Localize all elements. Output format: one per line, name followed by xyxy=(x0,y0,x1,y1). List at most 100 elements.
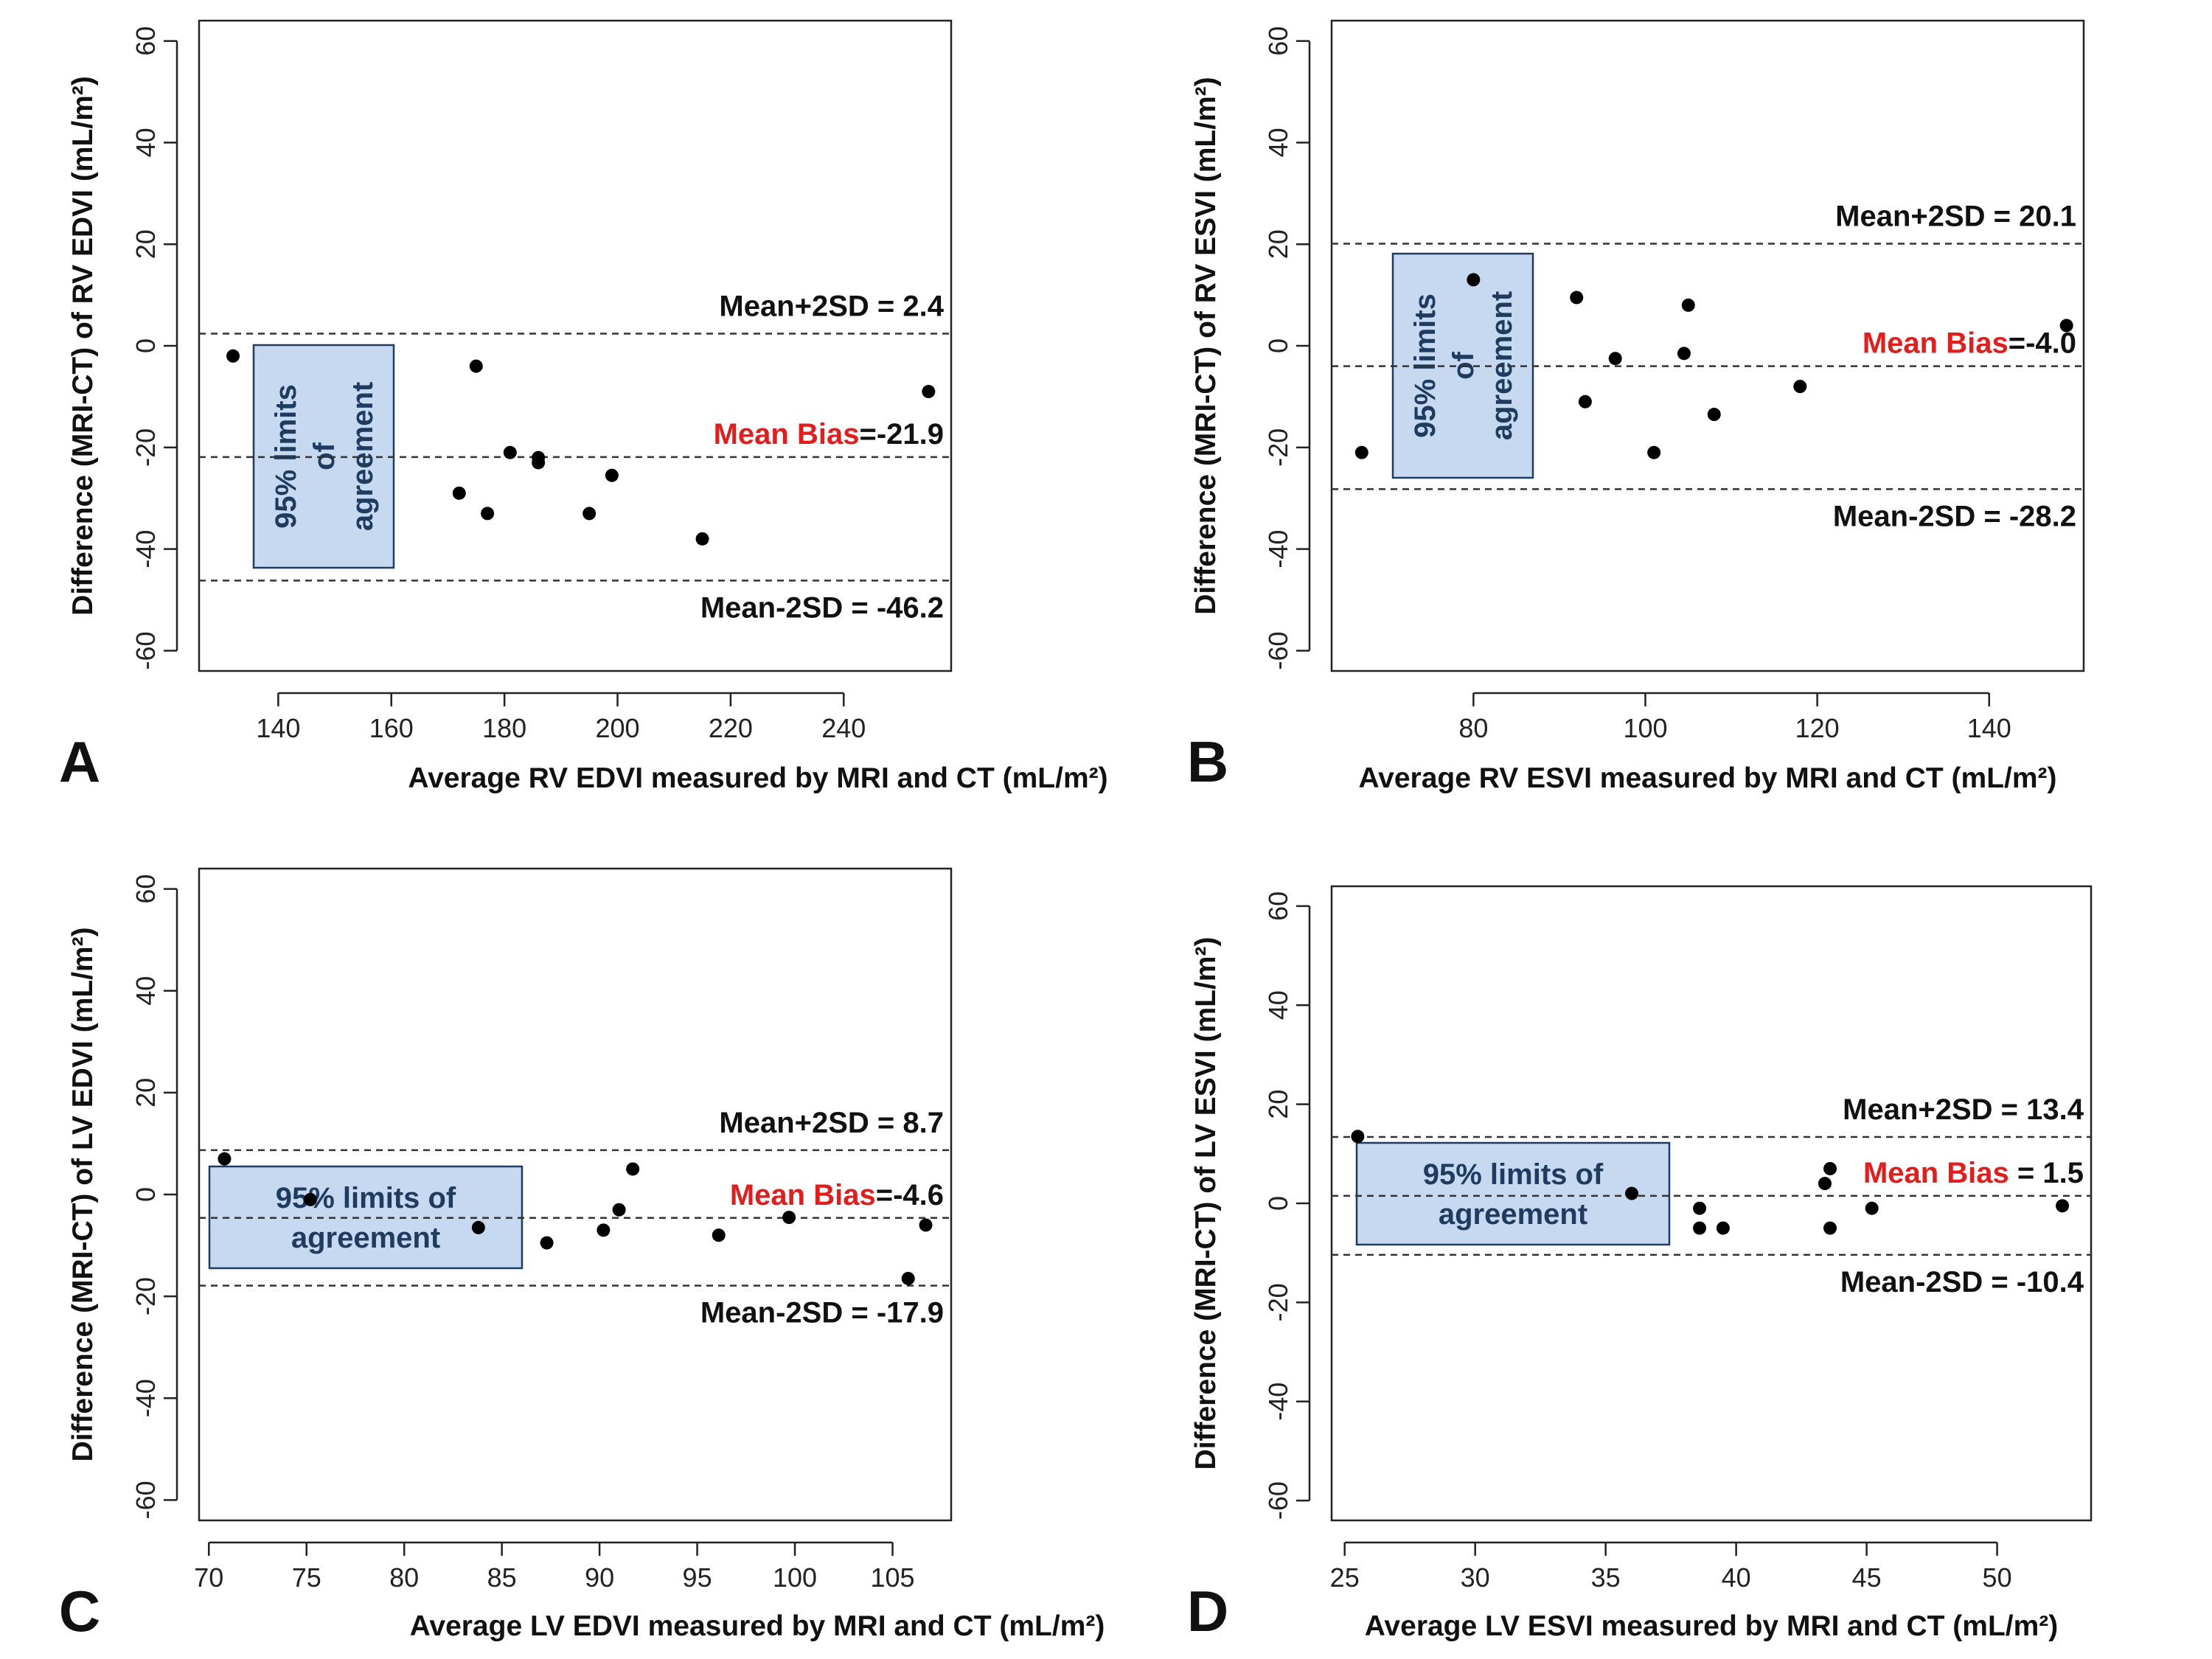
data-point xyxy=(452,486,466,500)
data-point xyxy=(1354,445,1368,459)
limits-box-text: agreement xyxy=(1439,1198,1587,1231)
data-point xyxy=(1793,380,1807,394)
data-point xyxy=(1570,291,1584,305)
x-axis-title: Average LV ESVI measured by MRI and CT (… xyxy=(1365,1610,2059,1642)
x-tick-label: 70 xyxy=(194,1562,223,1593)
y-tick-label: 0 xyxy=(1263,1196,1293,1211)
x-tick-label: 180 xyxy=(482,713,526,743)
data-point xyxy=(919,1218,933,1232)
x-tick-label: 140 xyxy=(256,713,300,743)
y-tick-label: 40 xyxy=(1263,128,1293,157)
x-tick-label: 100 xyxy=(1623,713,1667,743)
upper-limit-label: Mean+2SD = 2.4 xyxy=(719,290,944,322)
y-tick-label: 40 xyxy=(131,976,161,1006)
panel-letter: C xyxy=(59,1579,100,1644)
limits-box-text: agreement xyxy=(291,1222,440,1254)
panel-letter: D xyxy=(1187,1579,1228,1644)
y-tick-label: 20 xyxy=(1263,229,1293,259)
x-tick-label: 85 xyxy=(487,1562,517,1593)
plot-frame xyxy=(1330,19,2085,672)
panel-letter: B xyxy=(1187,729,1228,794)
data-point xyxy=(1823,1221,1837,1235)
data-point xyxy=(1716,1221,1730,1235)
data-point xyxy=(540,1236,554,1250)
x-tick-label: 220 xyxy=(709,713,753,743)
x-tick-label: 50 xyxy=(1983,1562,2012,1593)
mean-bias-label: Mean Bias=-21.9 xyxy=(714,418,944,451)
data-point xyxy=(2059,319,2073,333)
y-tick-label: 20 xyxy=(1263,1090,1293,1119)
limits-box-text: 95% limits of xyxy=(1423,1158,1604,1191)
y-tick-label: -60 xyxy=(131,1481,161,1519)
upper-limit-label: Mean+2SD = 20.1 xyxy=(1835,200,2076,232)
y-axis-title: Difference (MRI-CT) of LV ESVI (mL/m²) xyxy=(1190,937,1222,1470)
y-tick-label: 20 xyxy=(131,229,161,259)
limits-box-background xyxy=(1355,1141,1671,1246)
y-tick-label: -40 xyxy=(131,1379,161,1417)
data-point xyxy=(1818,1177,1832,1191)
data-point xyxy=(503,445,517,459)
data-point xyxy=(605,468,619,482)
data-point xyxy=(922,385,936,399)
x-tick-label: 240 xyxy=(821,713,866,743)
data-point xyxy=(532,456,546,470)
data-point xyxy=(226,349,240,363)
data-point xyxy=(1865,1201,1879,1215)
x-tick-label: 30 xyxy=(1461,1562,1490,1593)
chart-panel-a: -60 -40 -20 0 20 40 60 140 160 180 200 220 240 Averag… xyxy=(59,19,1108,794)
y-tick-label: -20 xyxy=(1263,428,1293,467)
mean-bias-label-red: Mean Bias xyxy=(714,418,860,451)
data-point xyxy=(1677,347,1691,361)
x-tick-label: 105 xyxy=(870,1562,914,1593)
y-axis-title: Difference (MRI-CT) of LV EDVI (mL/m²) xyxy=(67,927,99,1461)
y-tick-label: -60 xyxy=(131,631,161,669)
lower-limit-label: Mean-2SD = -28.2 xyxy=(1833,500,2076,532)
chart-panel-b: -60 -40 -20 0 20 40 60 80 100 120 140 Average RV ES… xyxy=(1187,19,2085,794)
plot-frame xyxy=(198,19,953,672)
limits-box-text: 95% limits xyxy=(1409,293,1441,438)
mean-bias-label-value: =-21.9 xyxy=(859,418,944,451)
x-tick-label: 40 xyxy=(1722,1562,1751,1593)
data-point xyxy=(1351,1130,1365,1144)
data-point xyxy=(712,1228,726,1242)
x-tick-label: 140 xyxy=(1967,713,2011,743)
limits-box-text: agreement xyxy=(347,382,379,531)
data-point xyxy=(471,1220,485,1234)
data-point xyxy=(304,1192,318,1206)
y-tick-label: 20 xyxy=(131,1078,161,1107)
limits-box-text: of xyxy=(308,442,341,470)
y-axis-title: Difference (MRI-CT) of RV ESVI (mL/m²) xyxy=(1190,77,1222,614)
mean-bias-label-value: =-4.0 xyxy=(2008,327,2076,360)
x-tick-label: 200 xyxy=(595,713,639,743)
x-tick-label: 80 xyxy=(1458,713,1488,743)
mean-bias-label: Mean Bias = 1.5 xyxy=(1863,1157,2084,1189)
data-point xyxy=(1693,1221,1707,1235)
upper-limit-label: Mean+2SD = 13.4 xyxy=(1843,1093,2084,1126)
y-tick-label: 60 xyxy=(131,874,161,904)
x-tick-label: 35 xyxy=(1591,1562,1621,1593)
data-point xyxy=(582,507,597,521)
mean-bias-label-red: Mean Bias xyxy=(1863,327,2008,360)
data-point xyxy=(597,1223,611,1237)
data-point xyxy=(612,1203,626,1217)
data-point xyxy=(1681,298,1695,312)
y-axis-title: Difference (MRI-CT) of RV EDVI (mL/m²) xyxy=(67,76,99,616)
y-tick-label: 60 xyxy=(131,27,161,56)
x-tick-label: 100 xyxy=(773,1562,817,1593)
data-point xyxy=(1625,1186,1639,1200)
x-tick-label: 80 xyxy=(389,1562,419,1593)
data-point xyxy=(1608,352,1622,366)
y-tick-label: 0 xyxy=(131,338,161,353)
data-point xyxy=(1578,394,1592,408)
mean-bias-label-red: Mean Bias xyxy=(1863,1157,2009,1189)
x-tick-label: 45 xyxy=(1852,1562,1882,1593)
limits-of-agreement-box: 95% limits of agreement xyxy=(1355,1141,1671,1246)
y-tick-label: 40 xyxy=(1263,990,1293,1020)
lower-limit-label: Mean-2SD = -10.4 xyxy=(1840,1266,2084,1298)
y-tick-label: -60 xyxy=(1263,631,1293,669)
data-point xyxy=(2056,1199,2070,1213)
y-tick-label: -20 xyxy=(1263,1283,1293,1321)
mean-bias-label-value: =-4.6 xyxy=(876,1179,944,1211)
x-axis-title: Average RV EDVI measured by MRI and CT (… xyxy=(408,762,1107,794)
